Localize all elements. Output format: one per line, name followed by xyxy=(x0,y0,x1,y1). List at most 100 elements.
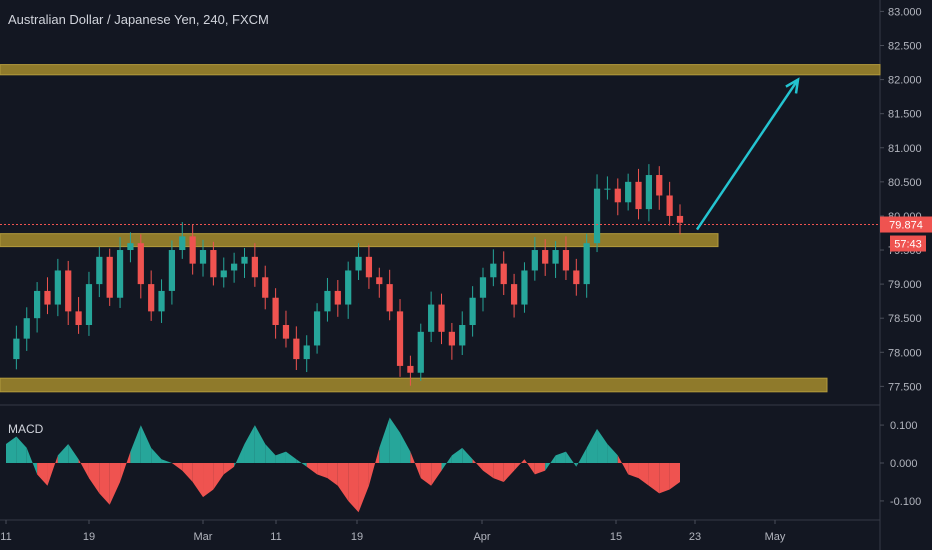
macd-bar xyxy=(462,447,473,463)
candle-body xyxy=(33,290,41,319)
candle-body xyxy=(521,270,528,305)
macd-bar xyxy=(586,428,598,463)
price-tick-label: 81.500 xyxy=(888,109,922,121)
candle-body xyxy=(75,311,82,326)
candle-body xyxy=(417,331,424,373)
candle-body xyxy=(210,250,217,278)
price-tick-label: 77.500 xyxy=(888,381,922,393)
time-tick-label: 11 xyxy=(0,531,11,543)
candle-body xyxy=(251,256,258,278)
macd-bar xyxy=(223,463,235,475)
arrow-shaft xyxy=(695,78,800,231)
last-price-badge-bg xyxy=(880,216,932,233)
price-tick-label: 83.000 xyxy=(888,6,922,18)
macd-bar xyxy=(47,455,58,486)
macd-bar xyxy=(327,463,338,486)
candle-body xyxy=(282,325,290,339)
candle-body xyxy=(448,331,455,346)
macd-bar xyxy=(389,417,401,463)
macd-bar xyxy=(534,463,546,475)
candle-body xyxy=(106,256,113,298)
macd-bar xyxy=(482,463,494,479)
projection-arrow[interactable] xyxy=(695,77,800,231)
macd-bar xyxy=(213,463,224,490)
macd-bar xyxy=(265,444,276,463)
macd-label: MACD xyxy=(8,422,44,436)
macd-bar xyxy=(317,463,328,479)
macd-bar xyxy=(503,463,515,482)
macd-bar xyxy=(275,451,286,463)
macd-bar xyxy=(192,463,204,498)
candle-body xyxy=(23,318,30,339)
macd-bar xyxy=(203,463,214,498)
macd-bar xyxy=(368,447,380,486)
macd-bar xyxy=(628,463,639,479)
macd-bar xyxy=(140,425,152,463)
macd-tick-label: 0.000 xyxy=(890,458,918,470)
macd-bar xyxy=(441,455,452,471)
macd-bar xyxy=(88,463,100,494)
candle-body xyxy=(137,243,144,285)
macd-bar xyxy=(358,463,369,513)
candle-body xyxy=(65,270,72,312)
candle-body xyxy=(635,181,642,210)
candle-body xyxy=(179,236,186,251)
candle-body xyxy=(593,188,601,244)
macd-bar xyxy=(555,451,566,463)
time-tick-label: 11 xyxy=(270,531,281,543)
candle-body xyxy=(604,188,611,190)
macd-bar xyxy=(151,447,162,463)
price-tick-label: 79.000 xyxy=(888,279,922,291)
candle-body xyxy=(552,250,559,264)
macd-bar xyxy=(379,417,390,463)
macd-bar xyxy=(431,463,442,486)
macd-tick-label: -0.100 xyxy=(890,496,921,508)
candle-body xyxy=(168,250,176,291)
candle-body xyxy=(44,290,51,305)
macd-bar xyxy=(451,447,463,463)
candle-body xyxy=(127,243,134,251)
macd-bar xyxy=(648,463,660,494)
candle-body xyxy=(231,263,238,271)
candle-body xyxy=(355,256,362,271)
macd-bar xyxy=(171,463,183,471)
candle-body xyxy=(479,277,487,298)
candle-body xyxy=(645,175,653,210)
candle-body xyxy=(241,256,248,264)
candle-body xyxy=(459,325,466,346)
arrow-head xyxy=(785,77,800,94)
macd-bar xyxy=(545,455,556,471)
candle-body xyxy=(334,290,341,305)
macd-bar xyxy=(182,463,193,482)
candle-body xyxy=(158,290,165,312)
last-price-value: 79.874 xyxy=(889,220,923,232)
macd-bar xyxy=(410,451,421,479)
macd-bar xyxy=(524,459,535,475)
candle-body xyxy=(293,338,300,360)
time-axis-ticks: 11 19 Mar 11 19 Apr 15 23 May xyxy=(0,520,786,543)
candle-body xyxy=(345,270,352,305)
candle-body xyxy=(562,250,570,271)
macd-bar xyxy=(296,459,307,467)
macd-bar xyxy=(130,425,141,463)
macd-bar xyxy=(99,463,110,505)
price-zone xyxy=(0,377,828,393)
macd-bar xyxy=(472,459,483,471)
candle-body xyxy=(490,263,497,278)
candle-body xyxy=(469,297,476,326)
countdown-value: 57:43 xyxy=(894,239,922,251)
price-tick-label: 82.000 xyxy=(888,75,922,87)
candle-body xyxy=(303,345,310,360)
macd-bar xyxy=(37,463,48,486)
time-tick-label: May xyxy=(765,531,786,543)
macd-bar xyxy=(254,425,266,463)
time-tick-label: 23 xyxy=(689,531,701,543)
candle-body xyxy=(386,284,393,312)
macd-bar xyxy=(234,444,245,467)
candle-body xyxy=(531,250,538,271)
time-tick-label: 19 xyxy=(83,531,95,543)
macd-bar xyxy=(420,463,432,486)
time-tick-label: Apr xyxy=(473,531,490,543)
macd-bar xyxy=(597,428,608,463)
